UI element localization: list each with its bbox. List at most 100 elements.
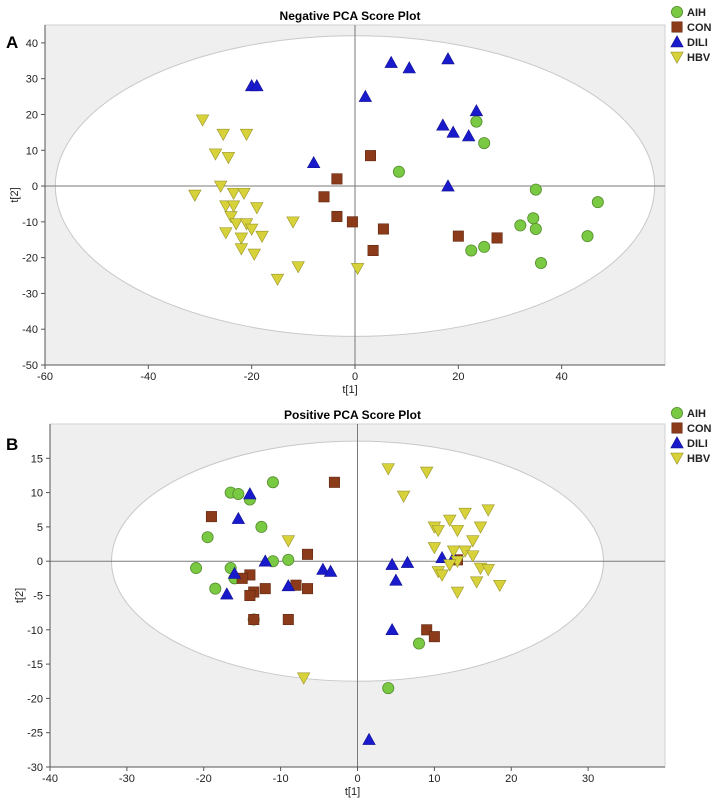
data-point-aih bbox=[529, 222, 542, 235]
data-point-con bbox=[377, 223, 389, 235]
legend-marker-dili bbox=[670, 35, 684, 48]
y-tick-label: 10 bbox=[31, 488, 43, 500]
data-point-con bbox=[259, 583, 271, 595]
legend-label-hbv: HBV bbox=[687, 453, 711, 465]
data-point-hbv bbox=[226, 187, 241, 201]
data-point-dili bbox=[250, 79, 264, 92]
data-point-dili bbox=[231, 511, 246, 524]
data-point-dili bbox=[441, 179, 455, 192]
data-point-hbv bbox=[250, 202, 264, 215]
data-point-dili bbox=[469, 104, 484, 117]
data-point-hbv bbox=[419, 466, 434, 479]
data-point-con bbox=[302, 548, 314, 560]
data-point-aih bbox=[190, 562, 203, 575]
data-point-con bbox=[491, 232, 503, 244]
data-point-aih bbox=[209, 582, 222, 595]
x-tick-label: -20 bbox=[244, 371, 260, 383]
data-point-hbv bbox=[237, 187, 251, 201]
y-tick-label: -5 bbox=[33, 591, 43, 603]
y-tick-label: -15 bbox=[27, 659, 43, 671]
data-point-aih bbox=[478, 137, 491, 150]
x-axis-label: t[1] bbox=[342, 384, 357, 396]
data-point-hbv bbox=[219, 227, 233, 240]
y-tick-label: 0 bbox=[37, 556, 43, 568]
data-point-dili bbox=[402, 61, 416, 74]
data-point-con bbox=[331, 173, 343, 185]
series-con bbox=[205, 476, 463, 643]
data-point-hbv bbox=[493, 579, 507, 593]
data-point-hbv bbox=[296, 672, 311, 685]
data-point-hbv bbox=[396, 490, 411, 503]
x-tick-label: -40 bbox=[42, 773, 58, 785]
data-point-aih bbox=[382, 682, 395, 695]
data-point-hbv bbox=[255, 230, 269, 243]
data-point-dili bbox=[220, 587, 234, 600]
legend-label-dili: DILI bbox=[687, 438, 708, 450]
data-point-hbv bbox=[466, 535, 480, 548]
data-point-hbv bbox=[281, 535, 296, 548]
data-point-dili bbox=[385, 557, 399, 570]
x-tick-label: -20 bbox=[196, 773, 212, 785]
data-point-aih bbox=[266, 476, 279, 489]
legend-label-con: CON bbox=[687, 423, 712, 435]
legend-marker-hbv bbox=[670, 51, 684, 64]
legend-marker-dili bbox=[670, 436, 684, 449]
y-tick-label: 30 bbox=[26, 74, 38, 86]
series-aih bbox=[392, 115, 604, 269]
data-point-aih bbox=[201, 531, 214, 544]
y-tick-label: -30 bbox=[22, 288, 38, 300]
legend-marker-aih bbox=[671, 6, 684, 18]
data-point-aih bbox=[478, 240, 491, 253]
y-tick-label: -50 bbox=[22, 360, 38, 372]
x-tick-label: 40 bbox=[556, 371, 568, 383]
legend: AIH CON DILI HBV bbox=[670, 6, 712, 64]
legend-marker-aih bbox=[671, 406, 684, 419]
data-point-dili bbox=[384, 55, 398, 68]
y-axis-label: t[2] bbox=[9, 187, 21, 202]
x-tick-label: 30 bbox=[582, 773, 594, 785]
data-point-dili bbox=[461, 129, 476, 142]
data-point-dili bbox=[400, 555, 415, 568]
data-point-con bbox=[331, 210, 343, 222]
data-point-dili bbox=[436, 118, 450, 131]
data-point-dili bbox=[358, 89, 373, 102]
chart-title: Positive PCA Score Plot bbox=[284, 408, 421, 422]
x-tick-label: -60 bbox=[37, 371, 53, 383]
data-point-hbv bbox=[481, 564, 495, 577]
data-point-con bbox=[205, 511, 217, 523]
legend: AIH CON DILI HBV bbox=[670, 406, 712, 465]
data-point-con bbox=[428, 631, 440, 643]
data-point-aih bbox=[282, 553, 295, 566]
data-point-aih bbox=[465, 244, 478, 257]
y-tick-label: -40 bbox=[22, 324, 38, 336]
data-point-aih bbox=[232, 487, 245, 500]
data-point-hbv bbox=[443, 514, 457, 527]
data-point-hbv bbox=[229, 218, 243, 231]
data-point-aih bbox=[527, 212, 540, 225]
data-point-hbv bbox=[431, 525, 445, 538]
y-tick-label: -20 bbox=[27, 693, 43, 705]
y-tick-label: 10 bbox=[26, 145, 38, 157]
x-tick-label: -10 bbox=[273, 773, 289, 785]
data-point-hbv bbox=[221, 152, 236, 165]
legend-label-hbv: HBV bbox=[687, 52, 711, 64]
data-point-hbv bbox=[286, 216, 300, 229]
data-point-hbv bbox=[458, 507, 472, 520]
legend-marker-con bbox=[671, 422, 683, 434]
data-point-hbv bbox=[473, 521, 488, 534]
data-point-con bbox=[328, 476, 340, 488]
x-tick-label: -40 bbox=[140, 371, 156, 383]
data-point-hbv bbox=[427, 542, 442, 555]
data-point-dili bbox=[362, 732, 376, 745]
y-tick-label: 20 bbox=[26, 109, 38, 121]
data-point-con bbox=[302, 583, 314, 595]
data-point-hbv bbox=[244, 223, 259, 236]
data-point-hbv bbox=[216, 128, 230, 141]
data-point-hbv bbox=[239, 128, 254, 141]
data-point-hbv bbox=[443, 559, 457, 572]
data-point-dili bbox=[281, 579, 296, 592]
data-point-hbv bbox=[469, 576, 484, 589]
data-point-dili bbox=[258, 554, 272, 567]
data-point-aih bbox=[514, 219, 527, 232]
